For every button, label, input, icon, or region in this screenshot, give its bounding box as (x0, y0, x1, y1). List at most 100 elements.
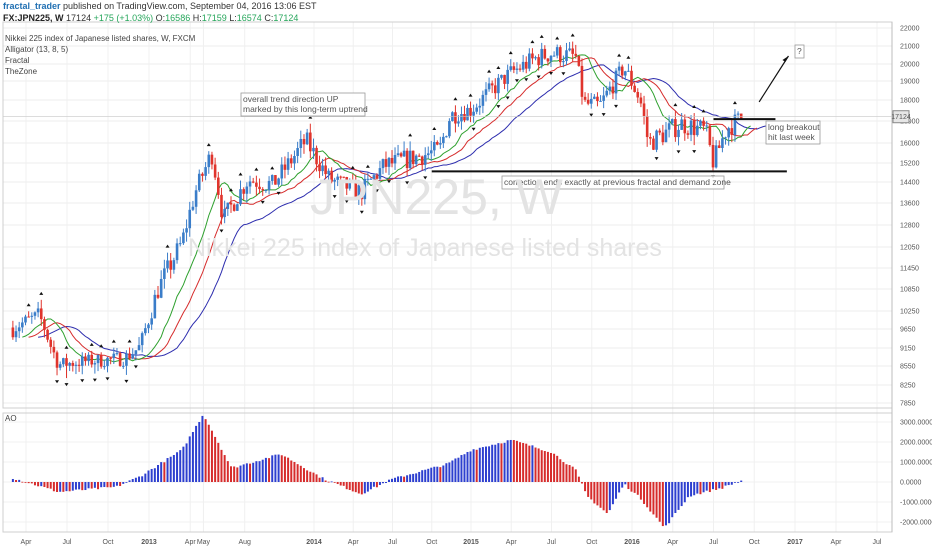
candle-body (258, 186, 261, 190)
candle-body (717, 145, 721, 148)
ao-bar (157, 464, 160, 482)
candle-body (375, 175, 379, 179)
candle-body (17, 327, 21, 332)
ao-bar (421, 470, 424, 482)
ao-legend[interactable]: AO (5, 414, 17, 423)
price-tick-label: 12800 (900, 223, 920, 230)
candle-body (457, 121, 460, 124)
candle-body (708, 125, 712, 146)
ao-bar (711, 482, 714, 490)
price-tick-label: 20000 (900, 62, 920, 69)
alligator-legend[interactable]: Alligator (13, 8, 5) (5, 45, 69, 54)
ao-tick-label: 3000.0000 (900, 420, 932, 427)
candle-body (68, 362, 71, 366)
ao-tick-label: -1000.0000 (900, 500, 932, 507)
candle-body (93, 363, 97, 365)
ao-bar (664, 482, 667, 526)
fractal-up-marker (432, 127, 437, 131)
candle-body (289, 158, 293, 164)
ao-bar (394, 477, 397, 482)
ao-bar (686, 482, 689, 498)
candle-body (396, 153, 400, 156)
candle-body (733, 114, 737, 136)
fractal-down-marker (654, 157, 659, 161)
ao-bar (568, 465, 571, 482)
candle-body (506, 69, 509, 84)
candle-body (730, 128, 734, 136)
ao-bar (348, 482, 351, 490)
fractal-up-marker (530, 40, 535, 44)
ao-bar (239, 465, 242, 482)
time-tick-label: 2013 (141, 539, 157, 546)
candle-body (420, 156, 424, 165)
ao-bar (249, 463, 252, 482)
fractal-down-marker (80, 379, 85, 383)
candle-body (667, 123, 671, 130)
ao-bar (384, 482, 387, 484)
price-tick-label: 18000 (900, 98, 920, 105)
ao-bar (223, 455, 226, 482)
fractal-up-marker (539, 34, 544, 38)
ao-bar (33, 482, 36, 486)
ao-bar (201, 415, 204, 482)
high-label: H: (192, 13, 202, 23)
ao-bar (608, 482, 611, 511)
symbol-label: FX:JPN225, W (3, 13, 64, 23)
author-link[interactable]: fractal_trader (3, 1, 61, 11)
breakout-annotation-text: long breakout (768, 122, 820, 132)
fractal-legend[interactable]: Fractal (5, 56, 30, 65)
candle-body (543, 48, 547, 59)
candle-body (524, 61, 528, 69)
ao-bar (451, 460, 454, 482)
fractal-down-marker (496, 105, 501, 109)
ao-bar (615, 482, 618, 499)
breakout-annotation-text: hit last week (768, 132, 816, 142)
ao-bar (97, 482, 100, 490)
zone-legend[interactable]: TheZone (5, 67, 38, 76)
ao-bar (565, 464, 568, 482)
candle-body (472, 111, 475, 116)
ao-bar (296, 464, 299, 482)
candle-body (475, 107, 478, 112)
time-tick-label: 2017 (787, 539, 803, 546)
ao-bar (680, 482, 683, 507)
price-tick-label: 7850 (900, 401, 916, 408)
candle-body (739, 113, 743, 119)
ao-bar (258, 461, 261, 482)
correction-annotation-text: correction ends exactly at previous frac… (504, 177, 731, 187)
candle-body (571, 48, 574, 54)
candle-body (229, 202, 233, 205)
ao-bar (78, 482, 81, 490)
candle-body (84, 356, 87, 362)
ao-bar (122, 482, 125, 484)
candle-body (448, 121, 451, 137)
fractal-down-marker (561, 72, 566, 76)
candle-body (77, 364, 81, 366)
candle-body (670, 119, 674, 124)
time-tick-label: Apr (506, 539, 518, 546)
ao-bar (649, 482, 652, 512)
candle-body (159, 278, 163, 298)
price-tick-label: 9650 (900, 327, 916, 334)
candle-body (327, 170, 330, 175)
candle-body (580, 65, 584, 97)
candle-body (357, 185, 361, 199)
ao-bar (674, 482, 677, 513)
candle-body (460, 114, 463, 122)
candle-body (213, 164, 217, 178)
fractal-down-marker (344, 200, 349, 204)
fractal-down-marker (105, 377, 110, 381)
candle-body (432, 142, 436, 151)
candle-body (696, 125, 699, 136)
ao-bar (207, 424, 210, 482)
ao-bar (528, 445, 531, 482)
price-tick-label: 22000 (900, 26, 920, 33)
ao-bar (546, 451, 549, 482)
candle-body (423, 155, 427, 165)
ao-bar (351, 482, 354, 492)
fractal-up-marker (89, 342, 94, 346)
ao-bar (277, 454, 280, 482)
ao-bar (302, 468, 305, 482)
candle-body (466, 107, 469, 121)
fractal-up-marker (365, 164, 370, 168)
